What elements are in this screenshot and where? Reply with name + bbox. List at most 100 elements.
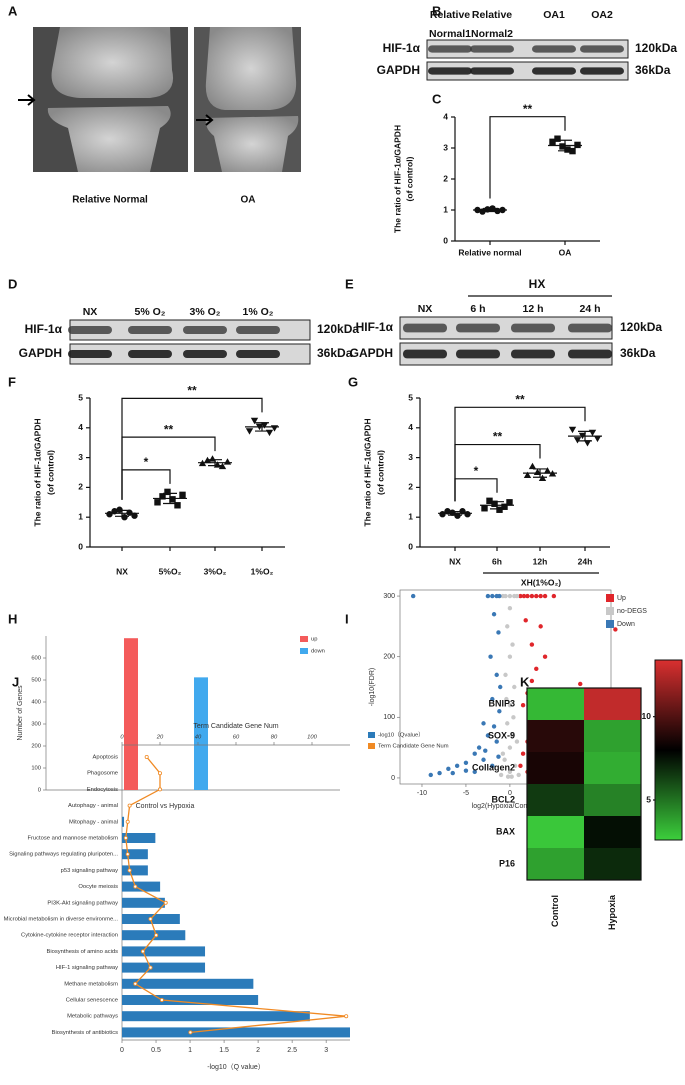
data-point (512, 684, 517, 690)
data-point (613, 627, 618, 632)
data-point (583, 440, 592, 447)
significance: * (144, 455, 149, 469)
x2-tick-label: 100 (307, 735, 317, 741)
error-bar (208, 459, 222, 467)
legend-swatch (368, 743, 375, 749)
data-point (494, 672, 499, 678)
y-tick-label: 4 (78, 422, 83, 432)
line-point (127, 868, 132, 873)
data-point (509, 774, 514, 779)
legend-label: Down (617, 621, 635, 628)
blot-band (568, 323, 612, 333)
data-point (588, 429, 597, 437)
data-point (260, 422, 269, 429)
y-tick-label: 1 (443, 204, 448, 214)
data-point (529, 678, 535, 684)
x2-tick-label: 20 (156, 735, 164, 741)
error-bar (115, 509, 129, 517)
y-tick-label: 0 (408, 541, 413, 551)
data-point (486, 497, 493, 505)
data-point (491, 500, 498, 507)
legend-swatch (300, 636, 308, 642)
data-point (506, 499, 513, 506)
bar (124, 638, 138, 790)
data-point (573, 437, 582, 444)
category-label: Metabolic pathways (67, 1014, 118, 1020)
y-tick-label: 100 (383, 714, 395, 721)
legend-swatch (300, 648, 308, 654)
data-point (498, 772, 504, 778)
blot-band (128, 350, 172, 358)
data-point (542, 593, 548, 599)
data-point (490, 593, 495, 599)
row-label: P16 (499, 858, 515, 868)
data-point (528, 462, 537, 470)
x-tick-label: 24h (578, 556, 593, 566)
bar (122, 849, 148, 860)
arrow (18, 94, 36, 106)
y-tick-label: 2 (78, 482, 83, 492)
blot-band (511, 349, 555, 359)
panel-label: E (345, 276, 354, 291)
significance: ** (164, 422, 174, 436)
significance: ** (515, 392, 525, 406)
category-label: Endocytosis (87, 787, 118, 793)
y-tick-label: 200 (383, 654, 395, 661)
data-point (450, 770, 455, 776)
protein-label: HIF-1α (356, 320, 394, 334)
line-point (123, 836, 128, 841)
x-tick-label: -5 (463, 790, 469, 797)
data-point (428, 772, 433, 778)
lane-label: NX (83, 306, 98, 318)
category-label: Autophagy - animal (68, 803, 118, 809)
data-point (491, 612, 497, 617)
error-bar (578, 430, 592, 442)
y-tick-label: 4 (408, 422, 413, 432)
data-point (574, 141, 581, 149)
data-point (490, 696, 495, 702)
data-point (179, 491, 186, 499)
x-axis-label: log2(Hypoxia/Control) (472, 803, 540, 810)
data-point (516, 772, 521, 778)
lane-label: Normal1 (429, 28, 471, 40)
panel-label: A (8, 3, 18, 18)
panel-label: D (8, 276, 17, 291)
arrow (196, 114, 214, 126)
data-point (437, 770, 442, 776)
y-tick-label: 1 (78, 511, 83, 521)
y-tick-label: 100 (31, 766, 41, 772)
heat-cell (527, 720, 584, 752)
line-point (148, 917, 153, 922)
data-point (564, 146, 571, 153)
line-point (125, 819, 130, 824)
significance: * (474, 464, 479, 478)
blot-band (470, 67, 514, 75)
data-point (559, 143, 566, 150)
bar (122, 930, 186, 941)
blot-band (456, 323, 500, 333)
data-point (512, 763, 518, 769)
x2-axis-label: Term Candidate Gene Num (193, 723, 278, 730)
data-point (497, 709, 502, 714)
category-label: PI3K-Akt signaling pathway (47, 900, 118, 906)
data-point (454, 763, 460, 769)
heatmap-frame (526, 687, 642, 881)
bar (122, 833, 156, 843)
y-tick-label: 400 (31, 700, 41, 706)
lane-label: 6 h (470, 303, 485, 315)
data-point (472, 769, 477, 775)
data-point (568, 426, 577, 434)
heat-cell (584, 816, 641, 848)
data-point (505, 774, 511, 779)
y-tick-label: 2 (408, 482, 413, 492)
data-point (490, 763, 495, 769)
line-point (144, 755, 149, 760)
y-tick-label: 1 (408, 511, 413, 521)
data-point (542, 654, 548, 659)
heat-cell (527, 816, 584, 848)
data-point (494, 593, 499, 599)
heat-cell (527, 848, 584, 880)
data-point (503, 672, 508, 678)
